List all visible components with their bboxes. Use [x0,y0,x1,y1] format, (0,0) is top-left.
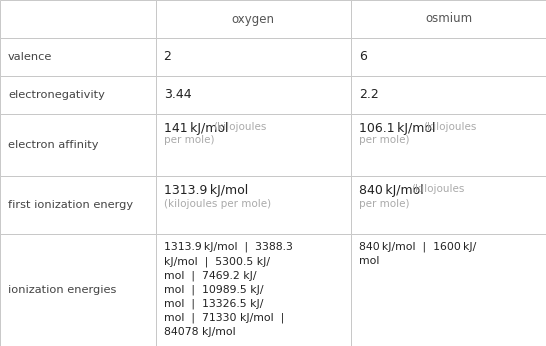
Text: oxygen: oxygen [232,12,275,26]
Text: (kilojoules: (kilojoules [213,122,267,132]
Bar [351,114,546,176]
Text: 1313.9 kJ/mol  |  3388.3
kJ/mol  |  5300.5 kJ/
mol  |  7469.2 kJ/
mol  |  10989.: 1313.9 kJ/mol | 3388.3 kJ/mol | 5300.5 k… [164,242,293,337]
Bar [351,0,546,38]
Text: (kilojoules: (kilojoules [423,122,477,132]
Text: (kilojoules per mole): (kilojoules per mole) [164,199,271,209]
Bar [156,176,351,234]
Text: 1313.9 kJ/mol: 1313.9 kJ/mol [164,184,248,197]
Text: electron affinity: electron affinity [8,140,98,150]
Text: 6: 6 [359,51,367,64]
Text: 2: 2 [164,51,171,64]
Text: 141 kJ/mol: 141 kJ/mol [164,122,228,135]
Bar [0,76,156,114]
Text: first ionization energy: first ionization energy [8,200,133,210]
Text: 840 kJ/mol: 840 kJ/mol [359,184,424,197]
Bar [351,76,546,114]
Bar [156,0,351,38]
Bar [0,234,156,346]
Text: 2.2: 2.2 [359,89,379,101]
Text: per mole): per mole) [359,199,410,209]
Bar [351,38,546,76]
Bar [0,176,156,234]
Text: 840 kJ/mol  |  1600 kJ/
mol: 840 kJ/mol | 1600 kJ/ mol [359,242,476,266]
Bar [351,176,546,234]
Text: osmium: osmium [425,12,472,26]
Bar [156,114,351,176]
Bar [0,114,156,176]
Text: 106.1 kJ/mol: 106.1 kJ/mol [359,122,436,135]
Text: electronegativity: electronegativity [8,90,105,100]
Bar [0,38,156,76]
Bar [0,0,156,38]
Bar [156,234,351,346]
Bar [156,76,351,114]
Text: (kilojoules: (kilojoules [411,184,465,194]
Text: valence: valence [8,52,52,62]
Text: 3.44: 3.44 [164,89,191,101]
Bar [156,38,351,76]
Text: per mole): per mole) [359,135,410,145]
Text: ionization energies: ionization energies [8,285,116,295]
Bar [351,234,546,346]
Text: per mole): per mole) [164,135,214,145]
